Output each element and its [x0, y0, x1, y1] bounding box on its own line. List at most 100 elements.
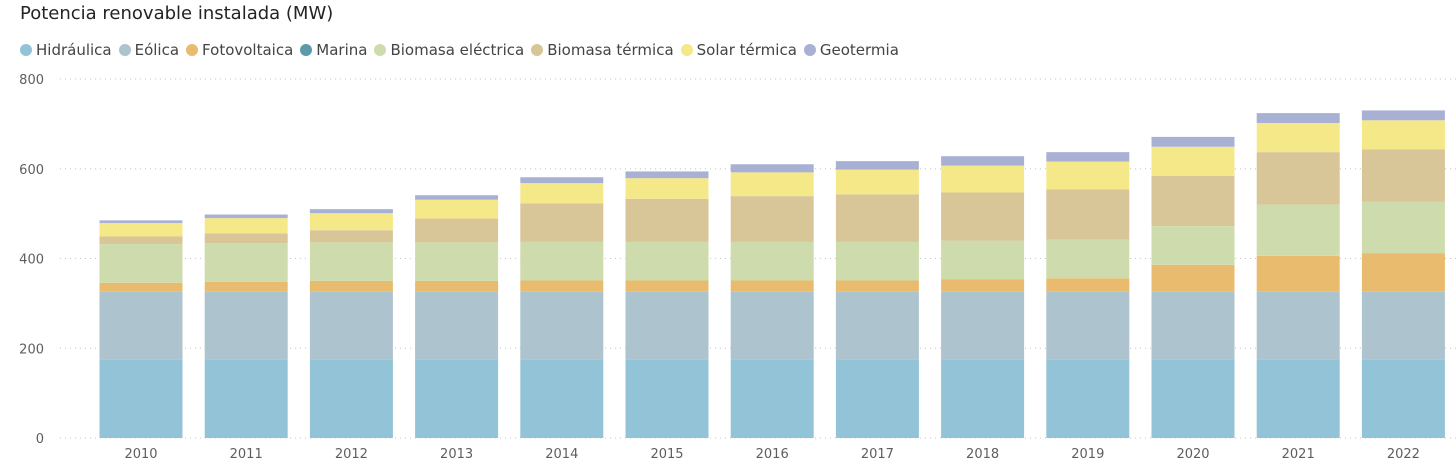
bar-segment[interactable] — [309, 280, 393, 292]
bar-segment[interactable] — [204, 291, 288, 360]
legend-dot-icon — [680, 44, 693, 56]
legend-item[interactable]: Biomasa eléctrica — [374, 41, 524, 59]
bar-segment[interactable] — [1151, 136, 1235, 147]
bar-segment[interactable] — [941, 156, 1025, 166]
legend-item[interactable]: Biomasa térmica — [531, 41, 674, 59]
bar-segment[interactable] — [99, 244, 183, 283]
bar-segment[interactable] — [730, 196, 814, 242]
bar-segment[interactable] — [730, 359, 814, 438]
bar-segment[interactable] — [520, 177, 604, 184]
bar-segment[interactable] — [309, 209, 393, 214]
bar-segment[interactable] — [1361, 120, 1445, 150]
bar-segment[interactable] — [730, 291, 814, 360]
bar-segment[interactable] — [835, 169, 919, 195]
legend-item[interactable]: Eólica — [118, 41, 179, 59]
bar-segment[interactable] — [1046, 239, 1130, 279]
bar-segment[interactable] — [1046, 152, 1130, 162]
bar-segment[interactable] — [730, 164, 814, 173]
bar-segment[interactable] — [309, 359, 393, 438]
bar-segment[interactable] — [941, 279, 1025, 292]
bar-segment[interactable] — [1046, 278, 1130, 292]
bar-segment[interactable] — [520, 359, 604, 438]
bar-segment[interactable] — [99, 220, 183, 224]
bar-segment[interactable] — [309, 291, 393, 360]
bar-segment[interactable] — [1361, 110, 1445, 121]
bar-segment[interactable] — [99, 282, 183, 292]
bar-segment[interactable] — [625, 280, 709, 292]
bar-segment[interactable] — [1361, 201, 1445, 254]
bar-segment[interactable] — [835, 161, 919, 170]
bar-segment[interactable] — [204, 233, 288, 244]
bar-segment[interactable] — [625, 178, 709, 199]
bar-segment[interactable] — [415, 242, 499, 281]
bar-segment[interactable] — [204, 218, 288, 234]
bar-segment[interactable] — [835, 194, 919, 242]
bar-segment[interactable] — [204, 214, 288, 219]
legend-item[interactable]: Fotovoltaica — [186, 41, 293, 59]
bar-segment[interactable] — [99, 291, 183, 360]
bar-segment[interactable] — [99, 236, 183, 245]
bar-segment[interactable] — [415, 359, 499, 438]
bar-segment[interactable] — [941, 359, 1025, 438]
legend-item[interactable]: Marina — [300, 41, 367, 59]
bar-segment[interactable] — [1256, 291, 1340, 360]
bar-segment[interactable] — [520, 280, 604, 292]
bar-segment[interactable] — [415, 218, 499, 243]
bar-segment[interactable] — [625, 359, 709, 438]
bar-segment[interactable] — [1361, 149, 1445, 202]
bar-segment[interactable] — [309, 213, 393, 231]
legend-item[interactable]: Geotermia — [803, 41, 899, 59]
bar-segment[interactable] — [1046, 359, 1130, 438]
bar-segment[interactable] — [941, 291, 1025, 360]
bar-segment[interactable] — [1256, 113, 1340, 123]
bar-segment[interactable] — [415, 291, 499, 360]
bar-segment[interactable] — [520, 241, 604, 281]
bar-segment[interactable] — [520, 183, 604, 204]
bar-segment[interactable] — [730, 172, 814, 197]
bar-segment[interactable] — [1151, 291, 1235, 360]
bar-segment[interactable] — [625, 241, 709, 281]
bar-segment[interactable] — [941, 165, 1025, 193]
bar-segment[interactable] — [99, 359, 183, 438]
bar-segment[interactable] — [415, 199, 499, 219]
bar-segment[interactable] — [415, 195, 499, 200]
bar-segment[interactable] — [730, 241, 814, 281]
bar-segment[interactable] — [309, 242, 393, 281]
bar-segment[interactable] — [1256, 122, 1340, 153]
bar-segment[interactable] — [309, 230, 393, 243]
bar-segment[interactable] — [1361, 253, 1445, 292]
bar-segment[interactable] — [1151, 146, 1235, 176]
bar-segment[interactable] — [835, 291, 919, 360]
bar-segment[interactable] — [1151, 264, 1235, 292]
bar-segment[interactable] — [835, 241, 919, 281]
bar-segment[interactable] — [835, 280, 919, 292]
bar-segment[interactable] — [1256, 152, 1340, 205]
legend-item[interactable]: Hidráulica — [20, 41, 112, 59]
bar-segment[interactable] — [941, 240, 1025, 280]
bar-segment[interactable] — [99, 223, 183, 237]
bar-segment[interactable] — [941, 192, 1025, 241]
bar-segment[interactable] — [204, 281, 288, 292]
bar-segment[interactable] — [204, 243, 288, 282]
bar-segment[interactable] — [1151, 359, 1235, 438]
bar-segment[interactable] — [1046, 291, 1130, 360]
bar-segment[interactable] — [625, 291, 709, 360]
bar-segment[interactable] — [1256, 359, 1340, 438]
bar-segment[interactable] — [1256, 255, 1340, 292]
bar-segment[interactable] — [1151, 175, 1235, 227]
bar-segment[interactable] — [1256, 204, 1340, 256]
bar-segment[interactable] — [730, 280, 814, 292]
legend-item[interactable]: Solar térmica — [680, 41, 797, 59]
bar-segment[interactable] — [204, 359, 288, 438]
bar-segment[interactable] — [1046, 161, 1130, 190]
bar-segment[interactable] — [835, 359, 919, 438]
bar-segment[interactable] — [415, 280, 499, 292]
bar-segment[interactable] — [520, 291, 604, 360]
bar-segment[interactable] — [1361, 291, 1445, 360]
bar-segment[interactable] — [520, 203, 604, 242]
bar-segment[interactable] — [1361, 359, 1445, 438]
bar-segment[interactable] — [1151, 226, 1235, 265]
bar-segment[interactable] — [625, 171, 709, 179]
bar-segment[interactable] — [1046, 189, 1130, 240]
bar-segment[interactable] — [625, 198, 709, 242]
